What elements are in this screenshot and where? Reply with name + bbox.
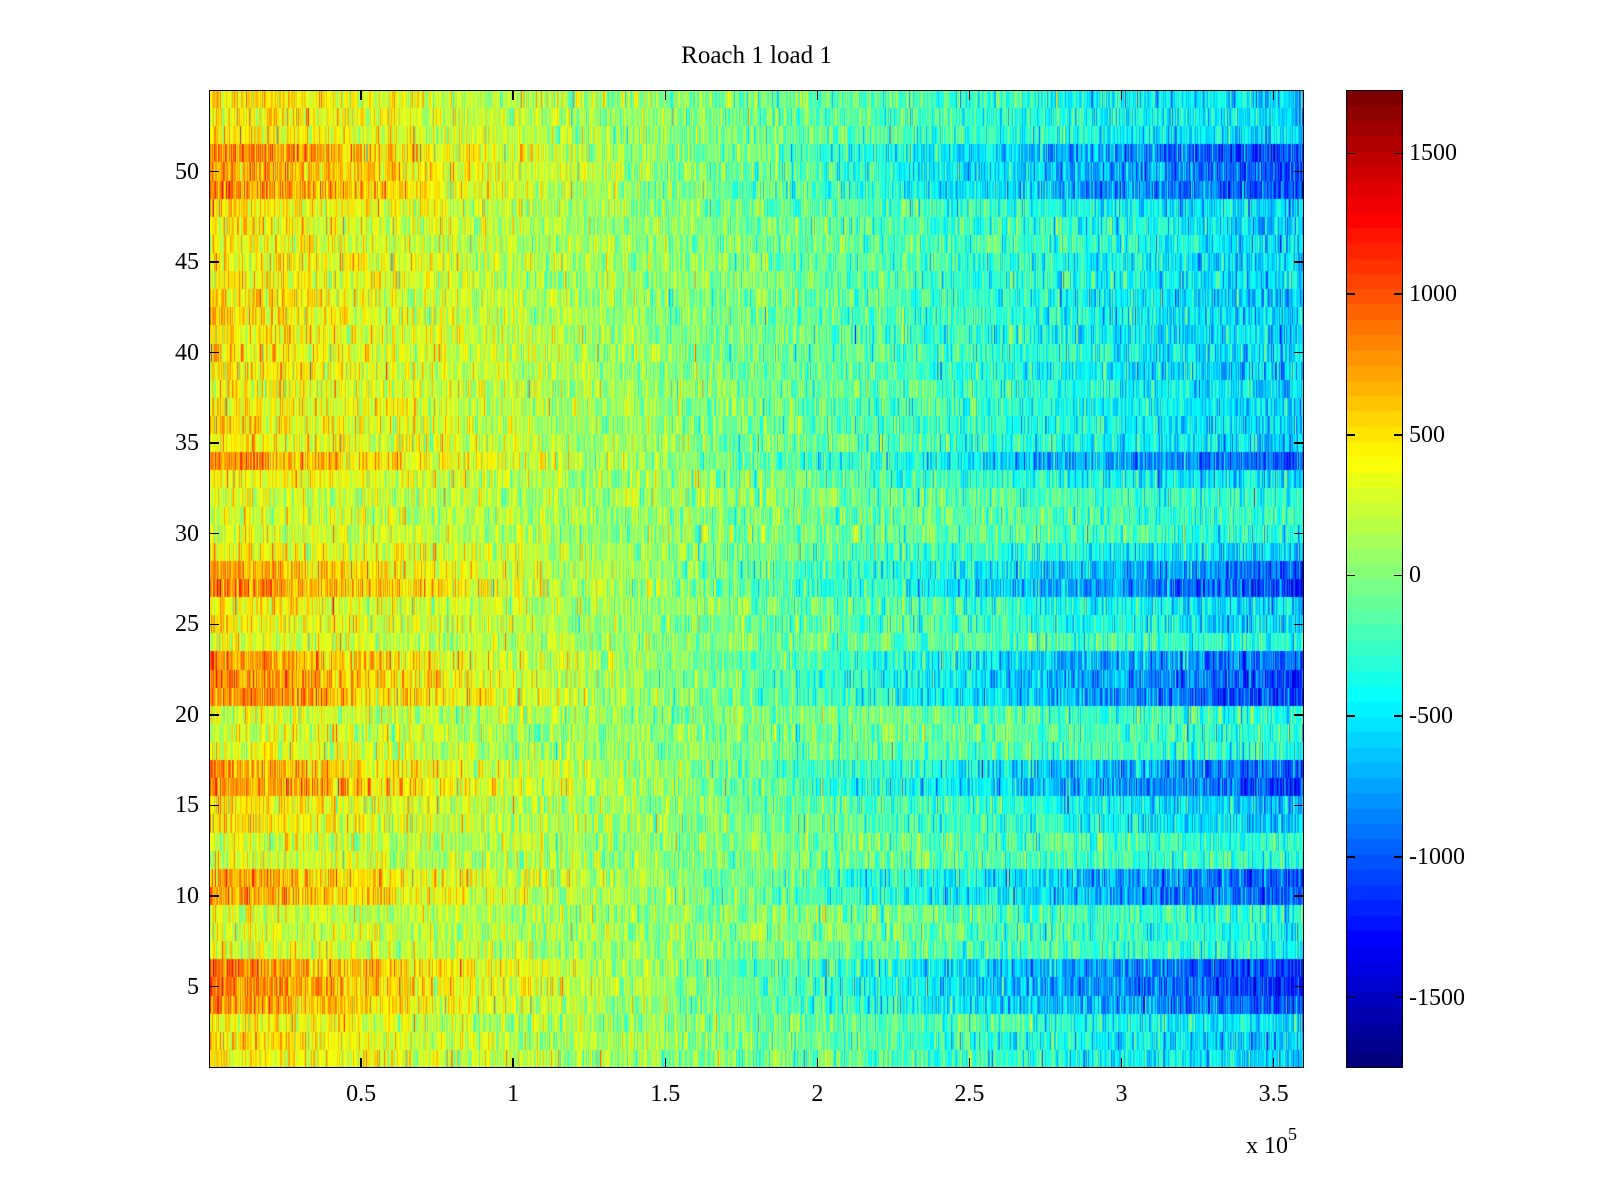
y-tick-mark-right — [1294, 170, 1304, 173]
y-tick-mark — [209, 804, 219, 807]
x-tick-label: 3.5 — [1258, 1081, 1289, 1107]
y-tick-label: 50 — [175, 158, 199, 185]
y-tick-mark — [209, 170, 219, 173]
colorbar-tick-mark-right — [1394, 715, 1403, 717]
colorbar-tick-mark — [1346, 293, 1355, 295]
y-tick-mark — [209, 985, 219, 988]
colorbar-tick-mark — [1346, 856, 1355, 858]
y-tick-label: 15 — [175, 792, 199, 819]
y-tick-label: 10 — [175, 882, 199, 909]
x-tick-mark-top — [512, 90, 514, 100]
y-tick-mark-right — [1294, 442, 1304, 444]
colorbar-tick-label: -1000 — [1409, 843, 1465, 870]
x-tick-label: 1 — [507, 1081, 520, 1107]
y-tick-mark-right — [1294, 351, 1304, 354]
colorbar-tick-label: -1500 — [1409, 984, 1465, 1011]
y-tick-label: 25 — [175, 611, 199, 638]
x-tick-mark — [512, 1058, 514, 1068]
x-tick-mark-top — [1120, 90, 1123, 100]
x-exponent-power: 5 — [1288, 1124, 1297, 1144]
colorbar-tick-mark-right — [1394, 434, 1403, 436]
colorbar-tick-mark-right — [1394, 293, 1403, 295]
y-tick-mark — [209, 532, 219, 535]
y-tick-mark-right — [1294, 895, 1304, 897]
y-tick-label: 40 — [175, 339, 199, 366]
x-tick-mark — [360, 1058, 362, 1068]
colorbar-tick-mark — [1346, 715, 1355, 717]
y-tick-mark — [209, 261, 219, 263]
y-tick-label: 5 — [187, 973, 199, 1000]
y-tick-mark — [209, 714, 219, 716]
x-tick-mark-top — [664, 90, 666, 100]
x-tick-mark — [968, 1058, 971, 1068]
y-tick-label: 30 — [175, 520, 199, 547]
y-tick-mark-right — [1294, 532, 1304, 535]
colorbar-tick-mark — [1346, 574, 1355, 577]
y-tick-label: 45 — [175, 249, 199, 276]
colorbar-tick-mark-right — [1394, 152, 1403, 155]
colorbar-tick-mark — [1346, 434, 1355, 436]
x-tick-label: 2 — [811, 1081, 824, 1107]
colorbar-tick-mark — [1346, 152, 1355, 155]
y-tick-mark — [209, 895, 219, 897]
y-tick-mark — [209, 623, 219, 626]
x-tick-label: 0.5 — [346, 1081, 377, 1107]
colorbar — [1346, 90, 1403, 1068]
x-tick-mark — [664, 1058, 666, 1068]
y-tick-mark-right — [1294, 985, 1304, 988]
y-tick-mark-right — [1294, 714, 1304, 716]
y-tick-label: 35 — [175, 430, 199, 457]
colorbar-tick-label: -500 — [1409, 703, 1453, 730]
x-tick-label: 1.5 — [650, 1081, 681, 1107]
colorbar-tick-mark-right — [1394, 856, 1403, 858]
x-tick-label: 2.5 — [954, 1081, 985, 1107]
x-tick-mark-top — [968, 90, 971, 100]
y-tick-mark — [209, 351, 219, 354]
x-tick-mark-top — [360, 90, 362, 100]
colorbar-tick-label: 500 — [1409, 421, 1445, 448]
x-tick-mark — [816, 1058, 819, 1068]
x-exponent-label: x 105 — [1246, 1124, 1297, 1160]
x-exponent-base: x 10 — [1246, 1133, 1288, 1159]
colorbar-tick-label: 1500 — [1409, 140, 1457, 167]
y-tick-mark-right — [1294, 623, 1304, 626]
y-tick-label: 20 — [175, 701, 199, 728]
x-tick-mark — [1272, 1058, 1275, 1068]
colorbar-tick-label: 1000 — [1409, 281, 1457, 308]
colorbar-tick-label: 0 — [1409, 562, 1421, 589]
x-tick-label: 3 — [1115, 1081, 1128, 1107]
x-tick-mark-top — [816, 90, 819, 100]
y-tick-mark — [209, 442, 219, 444]
x-tick-mark — [1120, 1058, 1123, 1068]
y-tick-mark-right — [1294, 261, 1304, 263]
chart-title: Roach 1 load 1 — [681, 42, 832, 69]
heatmap-image — [209, 90, 1304, 1068]
x-tick-mark-top — [1272, 90, 1275, 100]
colorbar-tick-mark-right — [1394, 574, 1403, 577]
colorbar-tick-mark — [1346, 996, 1355, 999]
y-tick-mark-right — [1294, 804, 1304, 807]
colorbar-tick-mark-right — [1394, 996, 1403, 999]
